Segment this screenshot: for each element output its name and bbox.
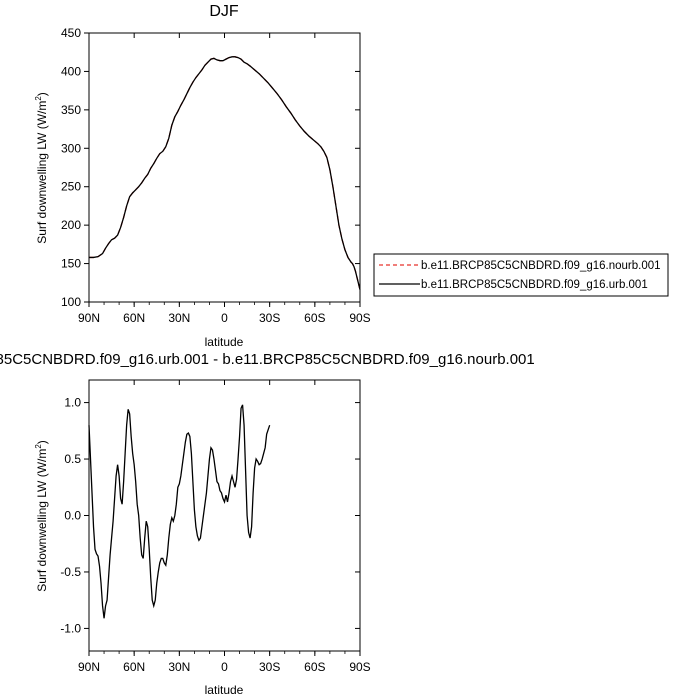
y-axis-label: Surf downwelling LW (W/m2) bbox=[34, 92, 49, 244]
difference-x-tick-label: 90N bbox=[78, 660, 100, 674]
y-tick-label: 250 bbox=[61, 180, 81, 194]
plot-frame bbox=[88, 32, 361, 303]
y-tick-label: 400 bbox=[61, 64, 81, 78]
y-axis-label-close: ) bbox=[35, 92, 49, 96]
difference-y-tick-label: 1.0 bbox=[64, 396, 81, 410]
difference-x-tick-label: 0 bbox=[221, 660, 228, 674]
series-line-1 bbox=[89, 56, 361, 290]
difference-x-tick-label: 30S bbox=[259, 660, 280, 674]
difference-y-tick-label: 0.0 bbox=[64, 509, 81, 523]
difference-x-tick-label: 60N bbox=[123, 660, 145, 674]
x-tick-label: 30S bbox=[259, 311, 280, 325]
legend: b.e11.BRCP85C5CNBDRD.f09_g16.nourb.001 b… bbox=[373, 253, 669, 297]
difference-x-tick-label: 30N bbox=[168, 660, 190, 674]
difference-y-axis-label: Surf downwelling LW (W/m2) bbox=[34, 440, 49, 592]
difference-x-tick-label: 90S bbox=[349, 660, 370, 674]
chart-title: DJF bbox=[209, 3, 239, 20]
difference-x-tick-label: 60S bbox=[304, 660, 325, 674]
x-tick-label: 90N bbox=[78, 311, 100, 325]
difference-y-tick-label: 0.5 bbox=[64, 452, 81, 466]
difference-y-tick-label: -1.0 bbox=[60, 621, 81, 635]
difference-y-axis-label-close: ) bbox=[35, 440, 49, 444]
y-tick-label: 100 bbox=[61, 295, 81, 309]
x-tick-label: 30N bbox=[168, 311, 190, 325]
x-tick-label: 60S bbox=[304, 311, 325, 325]
y-tick-label: 200 bbox=[61, 218, 81, 232]
y-tick-label: 350 bbox=[61, 103, 81, 117]
top-panel: DJF 90N 60N 30N 0 30S 60S 90S 100 150 200 250 300 35… bbox=[34, 3, 669, 349]
difference-y-tick-label: -0.5 bbox=[60, 565, 81, 579]
difference-y-axis-label-sup: 2 bbox=[34, 444, 43, 449]
difference-series-line-0 bbox=[88, 404, 271, 619]
legend-entry-nourb: b.e11.BRCP85C5CNBDRD.f09_g16.nourb.001 bbox=[421, 260, 661, 272]
y-axis-label-sup: 2 bbox=[34, 96, 43, 101]
series-line-0 bbox=[89, 56, 361, 290]
y-tick-label: 150 bbox=[61, 257, 81, 271]
x-tick-label: 0 bbox=[221, 311, 228, 325]
legend-box bbox=[373, 253, 669, 297]
y-tick-label: 300 bbox=[61, 141, 81, 155]
x-tick-label: 90S bbox=[349, 311, 370, 325]
difference-chart-title: b.e11.BRCP85C5CNBDRD.f09_g16.urb.001 - b… bbox=[0, 351, 535, 368]
difference-plot-frame bbox=[88, 379, 361, 652]
legend-entry-urb: b.e11.BRCP85C5CNBDRD.f09_g16.urb.001 bbox=[421, 279, 648, 291]
difference-x-axis-label: latitude bbox=[205, 683, 244, 697]
difference-y-axis-label-main: Surf downwelling LW (W/m bbox=[35, 449, 49, 592]
y-axis-label-main: Surf downwelling LW (W/m bbox=[35, 101, 49, 244]
y-tick-label: 450 bbox=[61, 26, 81, 40]
x-axis-label: latitude bbox=[205, 335, 244, 349]
x-tick-label: 60N bbox=[123, 311, 145, 325]
bottom-panel: b.e11.BRCP85C5CNBDRD.f09_g16.urb.001 - b… bbox=[0, 351, 535, 697]
